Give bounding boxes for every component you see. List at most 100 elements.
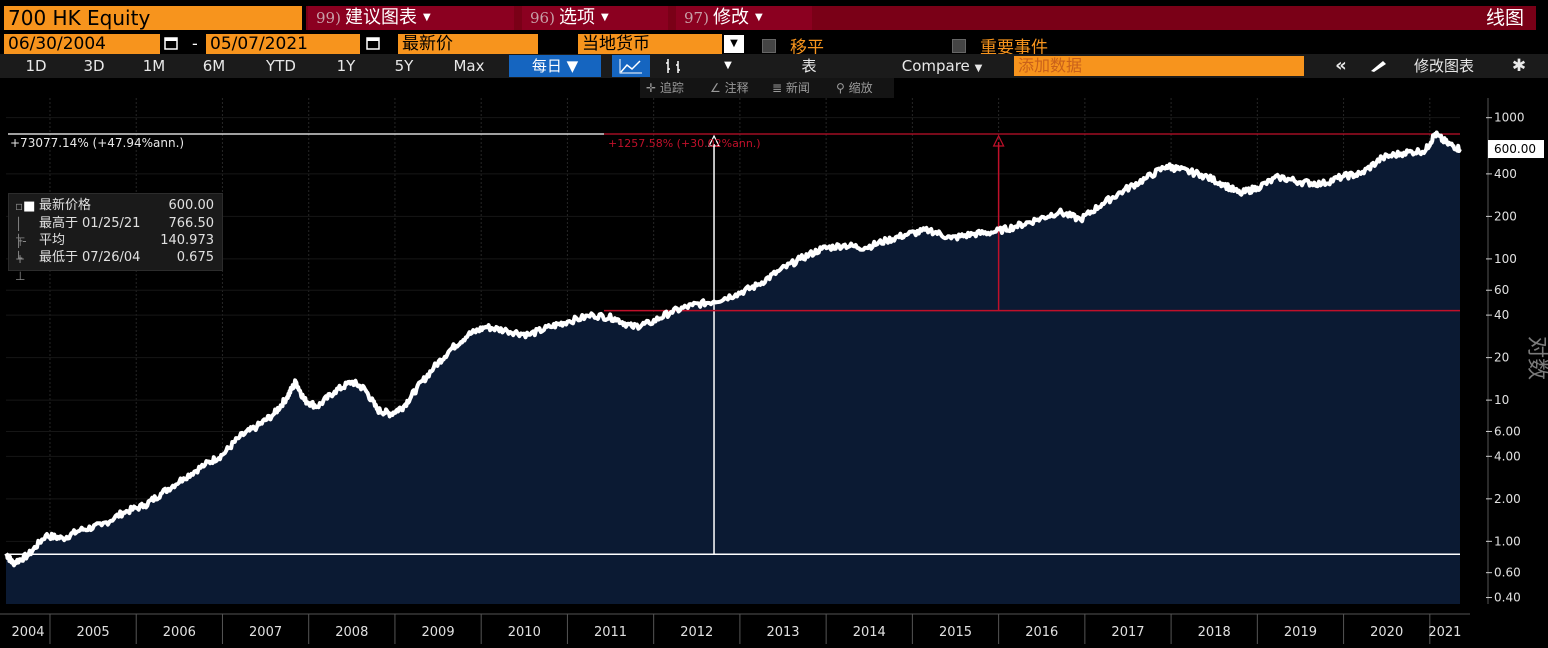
line-chart-icon[interactable] — [612, 55, 650, 77]
price-chart[interactable]: 0.400.601.002.004.006.001020406010020040… — [0, 98, 1548, 644]
y-tick-label: 4.00 — [1494, 449, 1521, 463]
shift-checkbox[interactable] — [762, 39, 776, 53]
range-1y-button[interactable]: 1Y — [336, 57, 356, 75]
range-6m-button[interactable]: 6M — [202, 57, 226, 75]
y-tick-label: 2.00 — [1494, 492, 1521, 506]
x-tick-label: 2008 — [335, 625, 368, 640]
legend-high: │ ⊤ 最高于 01/25/21 766.50 — [9, 215, 224, 249]
y-tick-label: 40 — [1494, 308, 1509, 322]
x-tick-label: 2021 — [1428, 625, 1461, 640]
y-tick-label: 400 — [1494, 167, 1517, 181]
shift-label: 移平 — [790, 38, 824, 58]
menu-label: 选项 — [558, 7, 595, 28]
high-marker-icon: │ ⊤ — [15, 217, 26, 249]
range-5y-button[interactable]: 5Y — [394, 57, 414, 75]
menu-label: 建议图表 — [344, 7, 417, 28]
caret-down-icon: ▼ — [974, 63, 983, 74]
annotate-tool[interactable]: ∠ 注释 — [710, 78, 749, 98]
last-price-tag — [1488, 140, 1544, 159]
x-tick-label: 2019 — [1284, 625, 1317, 640]
news-tool[interactable]: ≣ 新闻 — [772, 78, 810, 98]
chart-style-dropdown-icon[interactable]: ▼ — [724, 60, 732, 71]
news-icon: ≣ — [772, 81, 783, 95]
x-tick-label: 2007 — [249, 625, 282, 640]
double-chevron-left-icon[interactable]: « — [1335, 55, 1347, 76]
triangle-marker-icon — [708, 134, 720, 147]
edit-chart-button[interactable]: 修改图表 — [1413, 57, 1474, 75]
y-tick-label: 1.00 — [1494, 534, 1521, 548]
suggested-charts-menu[interactable]: 99) 建议图表 ▼ — [308, 6, 514, 30]
options-menu[interactable]: 96) 选项 ▼ — [522, 6, 668, 30]
range-1m-button[interactable]: 1M — [142, 57, 166, 75]
parameter-bar: 06/30/2004 - 05/07/2021 最新价 当地货币 ▼ 移平 重要… — [0, 32, 1548, 82]
add-data-input[interactable]: 添加数据 — [1014, 56, 1304, 76]
edit-menu[interactable]: 97) 修改 ▼ — [676, 6, 812, 30]
track-label: 追踪 — [659, 81, 684, 95]
menu-bar: 99) 建议图表 ▼ 96) 选项 ▼ 97) 修改 ▼ 线图 — [306, 6, 1536, 30]
compare-dropdown[interactable]: Compare ▼ — [880, 54, 1004, 78]
y-tick-label: 1000 — [1494, 111, 1525, 125]
legend-low: └ ⊥ 最低于 07/26/04 0.675 — [9, 249, 224, 283]
legend-label: 最低于 — [39, 250, 79, 265]
table-button[interactable]: 表 — [801, 57, 817, 75]
legend-last-price: ▫■ 最新价格 600.00 — [9, 197, 224, 215]
zoom-label: 缩放 — [848, 81, 873, 95]
range-1d-button[interactable]: 1D — [25, 57, 47, 75]
x-tick-label: 2017 — [1111, 625, 1144, 640]
chart-legend[interactable]: ▫■ 最新价格 600.00 │ ⊤ 最高于 01/25/21 766.50 ├‐… — [8, 193, 224, 283]
white-square-icon: ▫■ — [15, 199, 36, 214]
low-marker-icon: └ ⊥ — [15, 251, 26, 283]
legend-label: 最新价格 — [39, 198, 92, 213]
measure-return-label: +1257.58% (+30.02%ann.) — [608, 137, 761, 150]
total-return-label: +73077.14% (+47.94%ann.) — [10, 136, 184, 150]
ticker-field[interactable]: 700 HK Equity — [4, 6, 302, 30]
y-tick-label: 10 — [1494, 393, 1509, 407]
x-tick-label: 2016 — [1025, 625, 1058, 640]
price-field-select[interactable]: 最新价 — [398, 34, 538, 54]
news-label: 新闻 — [785, 81, 810, 95]
toolbar: 1D 3D 1M 6M YTD 1Y 5Y Max 每日 ▼ ▼ 表 Compa… — [0, 54, 1548, 78]
x-tick-label: 2015 — [939, 625, 972, 640]
y-tick-label: 60 — [1494, 283, 1509, 297]
average-marker-icon: ├‐+ — [15, 234, 27, 266]
menu-number: 99) — [316, 9, 341, 27]
currency-select[interactable]: 当地货币 — [578, 34, 722, 54]
legend-value: 140.973 — [160, 233, 214, 248]
y-tick-label: 6.00 — [1494, 424, 1521, 438]
y-tick-label: 0.60 — [1494, 566, 1521, 580]
legend-date: 01/25/21 — [82, 216, 141, 231]
title-bar: 700 HK Equity 99) 建议图表 ▼ 96) 选项 ▼ 97) 修改 ▼ 线图 — [0, 0, 1548, 32]
y-tick-label: 200 — [1494, 209, 1517, 223]
frequency-dropdown[interactable]: 每日 ▼ — [509, 55, 601, 77]
annotate-label: 注释 — [724, 81, 749, 95]
crosshair-icon: ✛ — [646, 81, 657, 95]
x-tick-label: 2004 — [11, 625, 44, 640]
chart-type-label: 线图 — [1485, 7, 1524, 29]
caret-down-icon: ▼ — [754, 12, 763, 23]
range-max-button[interactable]: Max — [453, 57, 485, 75]
price-series-line — [4, 130, 1462, 568]
caret-down-icon: ▼ — [422, 12, 431, 23]
events-checkbox[interactable] — [952, 39, 966, 53]
caret-down-icon: ▼ — [566, 57, 579, 75]
date-separator: - — [192, 34, 198, 53]
zoom-tool[interactable]: ⚲ 缩放 — [836, 78, 873, 98]
menu-label: 修改 — [712, 7, 749, 28]
range-3d-button[interactable]: 3D — [83, 57, 105, 75]
chart-area[interactable]: 0.40 0.60 1.00 2.00 4.00 6.00 10 20 40 60 100 200 40… — [0, 98, 1548, 644]
legend-label: 最高于 — [39, 216, 79, 231]
calendar-icon[interactable] — [366, 36, 380, 50]
x-tick-label: 2014 — [853, 625, 886, 640]
end-date-field[interactable]: 05/07/2021 — [206, 34, 360, 54]
pencil-icon[interactable] — [1368, 59, 1390, 73]
bar-chart-icon[interactable] — [656, 55, 696, 77]
gear-icon[interactable]: ✱ — [1511, 56, 1527, 76]
caret-down-icon: ▼ — [600, 12, 609, 23]
calendar-icon[interactable] — [164, 36, 178, 50]
track-tool[interactable]: ✛ 追踪 — [646, 78, 684, 98]
range-ytd-button[interactable]: YTD — [266, 57, 296, 75]
x-tick-label: 2013 — [766, 625, 799, 640]
currency-dropdown-icon[interactable]: ▼ — [724, 35, 744, 53]
start-date-field[interactable]: 06/30/2004 — [4, 34, 160, 54]
x-tick-label: 2020 — [1370, 625, 1403, 640]
